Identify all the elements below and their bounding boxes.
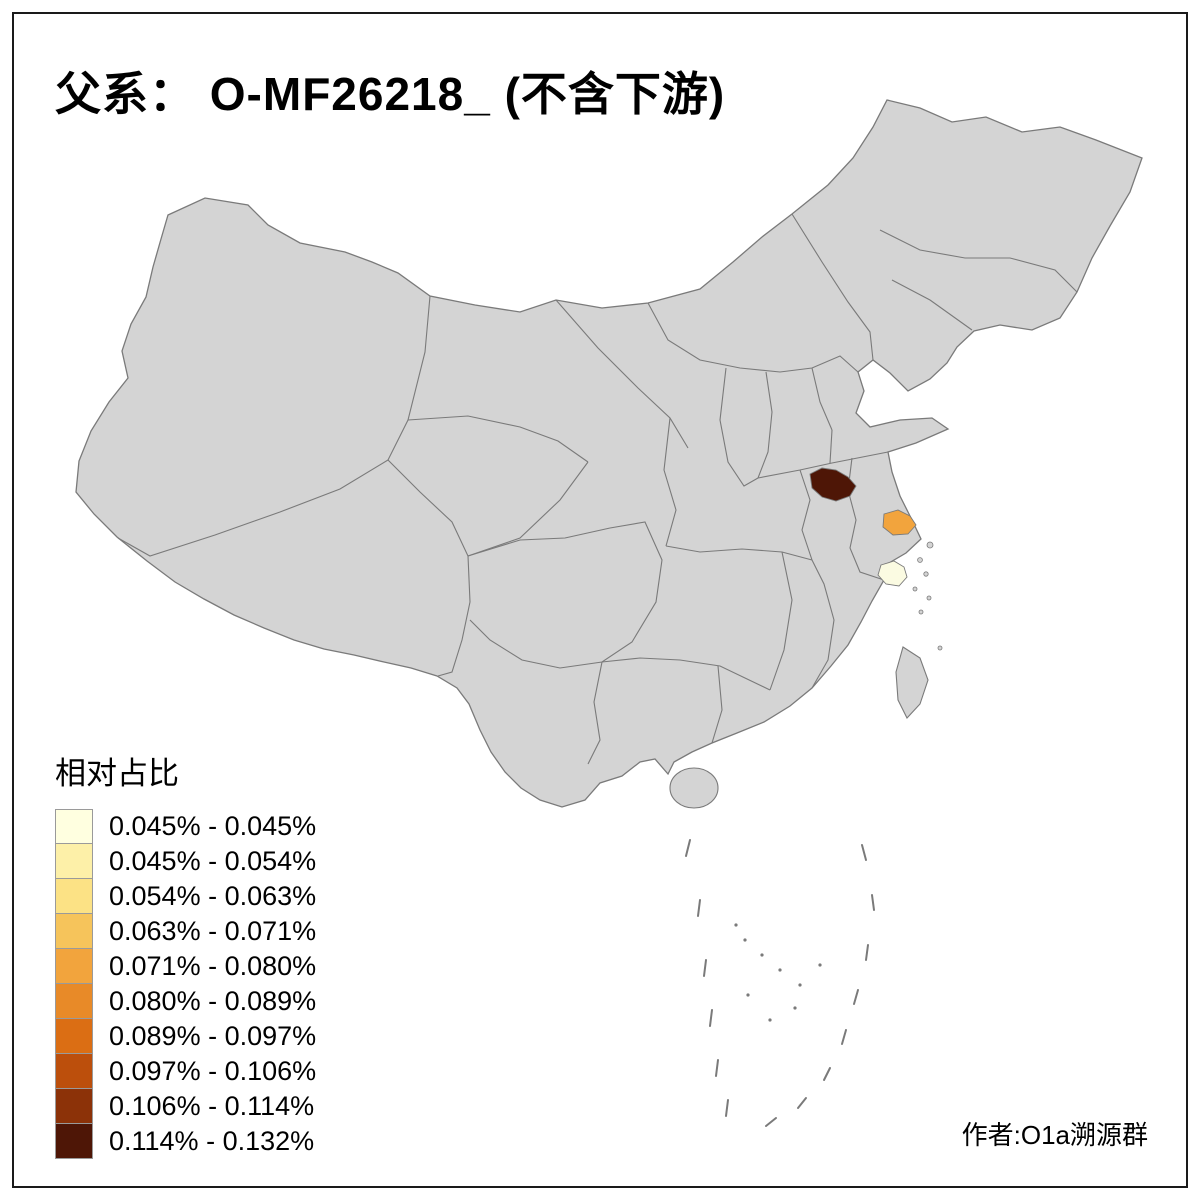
legend-row: 0.106% - 0.114% — [55, 1089, 316, 1124]
legend-row: 0.080% - 0.089% — [55, 984, 316, 1019]
legend-row: 0.045% - 0.045% — [55, 809, 316, 844]
legend-title: 相对占比 — [55, 756, 179, 791]
legend-label: 0.063% - 0.071% — [109, 916, 317, 946]
legend-row: 0.045% - 0.054% — [55, 844, 316, 879]
legend-row: 0.114% - 0.132% — [55, 1124, 316, 1159]
mainland-outline — [75, 99, 1143, 808]
legend-swatch — [55, 1089, 93, 1124]
legend-row: 0.071% - 0.080% — [55, 949, 316, 984]
taiwan-island — [895, 646, 929, 719]
legend: 相对占比 0.045% - 0.045% 0.045% - 0.054% 0.054… — [55, 748, 316, 1159]
hainan-island — [669, 767, 719, 809]
page-title: 父系： O-MF26218_ (不含下游) — [55, 68, 726, 120]
legend-label: 0.045% - 0.054% — [109, 846, 317, 876]
legend-swatch — [55, 949, 93, 984]
legend-swatch — [55, 1124, 93, 1159]
legend-swatch — [55, 914, 93, 949]
legend-swatch — [55, 1054, 93, 1089]
coastal-islands — [912, 541, 943, 651]
legend-rows: 0.045% - 0.045% 0.045% - 0.054% 0.054% - 0… — [55, 809, 316, 1159]
legend-row: 0.089% - 0.097% — [55, 1019, 316, 1054]
highlighted-regions — [809, 467, 917, 587]
legend-label: 0.089% - 0.097% — [109, 1021, 317, 1051]
legend-row: 0.054% - 0.063% — [55, 879, 316, 914]
highlight-region-darkbrown — [809, 467, 857, 502]
legend-label: 0.071% - 0.080% — [109, 951, 317, 981]
highlight-region-pale — [877, 560, 908, 587]
legend-swatch — [55, 809, 93, 844]
legend-label: 0.045% - 0.045% — [109, 811, 317, 841]
legend-row: 0.063% - 0.071% — [55, 914, 316, 949]
highlight-region-orange — [882, 509, 917, 536]
legend-swatch — [55, 984, 93, 1019]
nine-dash-line — [685, 839, 875, 1127]
legend-label: 0.114% - 0.132% — [109, 1126, 315, 1156]
legend-swatch — [55, 1019, 93, 1054]
south-sea-islets — [734, 923, 822, 1022]
legend-swatch — [55, 879, 93, 914]
legend-label: 0.097% - 0.106% — [109, 1056, 317, 1086]
legend-label: 0.080% - 0.089% — [109, 986, 317, 1016]
attribution: 作者:O1a溯源群 — [961, 1120, 1148, 1150]
legend-row: 0.097% - 0.106% — [55, 1054, 316, 1089]
legend-label: 0.054% - 0.063% — [109, 881, 317, 911]
legend-swatch — [55, 844, 93, 879]
legend-label: 0.106% - 0.114% — [109, 1091, 315, 1121]
